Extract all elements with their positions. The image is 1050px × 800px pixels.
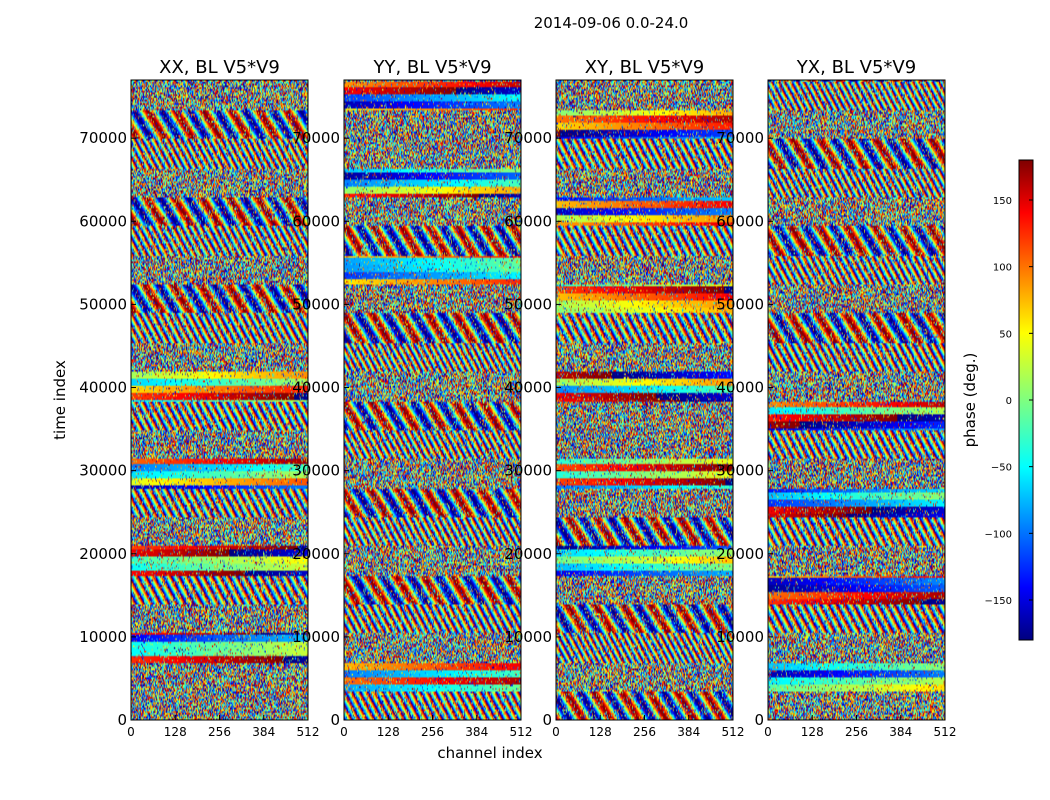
x-tick-label: 384 xyxy=(677,725,700,739)
phase-heatmap-yy xyxy=(344,80,521,720)
y-tick-label: 30000 xyxy=(79,462,127,480)
y-tick-label: 0 xyxy=(117,711,127,729)
colorbar-tick-label: 50 xyxy=(999,329,1012,340)
y-tick-label: 10000 xyxy=(716,628,764,646)
panel-title: YX, BL V5*V9 xyxy=(796,57,916,78)
x-tick-label: 256 xyxy=(421,725,444,739)
y-tick-label: 0 xyxy=(330,711,340,729)
panel-yx: YX, BL V5*V9 0 128 256 384 512 0 10000 20000 3000… xyxy=(716,57,956,739)
x-tick-label: 0 xyxy=(552,725,560,739)
x-tick-label: 0 xyxy=(340,725,348,739)
y-tick-label: 0 xyxy=(754,711,764,729)
y-tick-label: 70000 xyxy=(716,129,764,147)
x-tick-label: 384 xyxy=(252,725,275,739)
y-tick-label: 10000 xyxy=(292,628,340,646)
x-tick-label: 512 xyxy=(934,725,957,739)
x-tick-label: 256 xyxy=(633,725,656,739)
panel-title: XX, BL V5*V9 xyxy=(159,57,280,78)
y-tick-label: 60000 xyxy=(504,212,552,230)
x-tick-label: 256 xyxy=(845,725,868,739)
panel-yy: YY, BL V5*V9 0 128 256 384 512 0 10000 20000 3000… xyxy=(292,57,532,739)
x-tick-label: 512 xyxy=(510,725,533,739)
y-tick-label: 40000 xyxy=(79,379,127,397)
y-tick-label: 70000 xyxy=(292,129,340,147)
x-tick-label: 256 xyxy=(208,725,231,739)
panels-group: XX, BL V5*V9 0 128 256 384 512 0 10000 20000 3000… xyxy=(79,57,956,739)
y-tick-label: 60000 xyxy=(716,212,764,230)
y-tick-label: 60000 xyxy=(79,212,127,230)
x-tick-label: 384 xyxy=(889,725,912,739)
panel-title: XY, BL V5*V9 xyxy=(585,57,704,78)
x-axis-label: channel index xyxy=(437,744,542,762)
figure-title: 2014-09-06 0.0-24.0 xyxy=(534,14,689,32)
y-tick-label: 20000 xyxy=(716,545,764,563)
panel-title: YY, BL V5*V9 xyxy=(372,57,491,78)
y-tick-label: 20000 xyxy=(292,545,340,563)
phase-heatmap-yx xyxy=(768,80,945,720)
y-tick-label: 0 xyxy=(542,711,552,729)
y-tick-label: 30000 xyxy=(292,462,340,480)
y-tick-label: 20000 xyxy=(504,545,552,563)
colorbar-tick-label: 100 xyxy=(993,263,1012,274)
colorbar-tick-label: 150 xyxy=(993,196,1012,207)
y-tick-label: 50000 xyxy=(504,295,552,313)
x-tick-label: 384 xyxy=(465,725,488,739)
y-tick-label: 60000 xyxy=(292,212,340,230)
x-tick-label: 0 xyxy=(764,725,772,739)
y-tick-label: 70000 xyxy=(504,129,552,147)
y-tick-label: 50000 xyxy=(716,295,764,313)
colorbar-tick-label: −100 xyxy=(985,529,1012,540)
y-tick-label: 50000 xyxy=(292,295,340,313)
colorbar-label: phase (deg.) xyxy=(961,353,979,448)
x-tick-label: 128 xyxy=(164,725,187,739)
y-tick-label: 40000 xyxy=(716,379,764,397)
y-tick-label: 30000 xyxy=(504,462,552,480)
y-tick-label: 40000 xyxy=(292,379,340,397)
x-tick-label: 512 xyxy=(722,725,745,739)
x-tick-label: 0 xyxy=(127,725,135,739)
y-tick-label: 10000 xyxy=(504,628,552,646)
y-tick-label: 40000 xyxy=(504,379,552,397)
phase-heatmap-xx xyxy=(131,80,308,720)
colorbar-tick-label: −50 xyxy=(991,463,1012,474)
panel-xx: XX, BL V5*V9 0 128 256 384 512 0 10000 20000 3000… xyxy=(79,57,319,739)
x-tick-label: 128 xyxy=(589,725,612,739)
phase-heatmap-xy xyxy=(556,80,733,720)
y-tick-label: 10000 xyxy=(79,628,127,646)
x-tick-label: 128 xyxy=(377,725,400,739)
colorbar-tick-label: 0 xyxy=(1006,396,1012,407)
y-tick-label: 30000 xyxy=(716,462,764,480)
colorbar: phase (deg.) −150 −100 −50 0 50 100 150 xyxy=(961,159,1034,641)
y-axis-label: time index xyxy=(51,360,69,440)
x-tick-label: 512 xyxy=(297,725,320,739)
y-tick-label: 70000 xyxy=(79,129,127,147)
y-tick-label: 50000 xyxy=(79,295,127,313)
panel-xy: XY, BL V5*V9 0 128 256 384 512 0 10000 20000 3000… xyxy=(504,57,744,739)
y-tick-label: 20000 xyxy=(79,545,127,563)
x-tick-label: 128 xyxy=(801,725,824,739)
colorbar-tick-label: −150 xyxy=(985,596,1012,607)
